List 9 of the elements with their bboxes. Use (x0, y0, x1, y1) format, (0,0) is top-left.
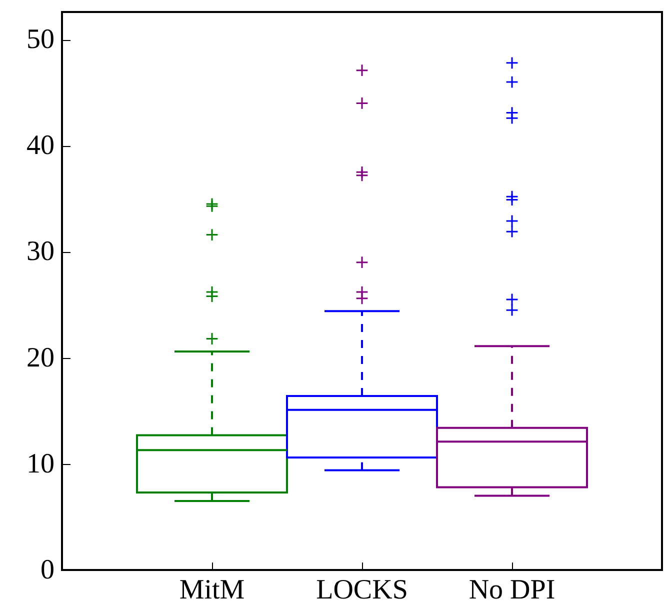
y-tick-label: 20 (26, 342, 54, 374)
y-tick-label: 10 (26, 448, 54, 480)
x-tick-label: No DPI (468, 574, 556, 606)
x-tick-label: LOCKS (316, 574, 408, 606)
x-tick-label: MitM (179, 574, 245, 606)
y-tick-label: 40 (26, 130, 54, 162)
y-tick-label: 50 (26, 24, 54, 56)
y-tick-label: 0 (40, 554, 54, 586)
y-tick-label: 30 (26, 236, 54, 268)
